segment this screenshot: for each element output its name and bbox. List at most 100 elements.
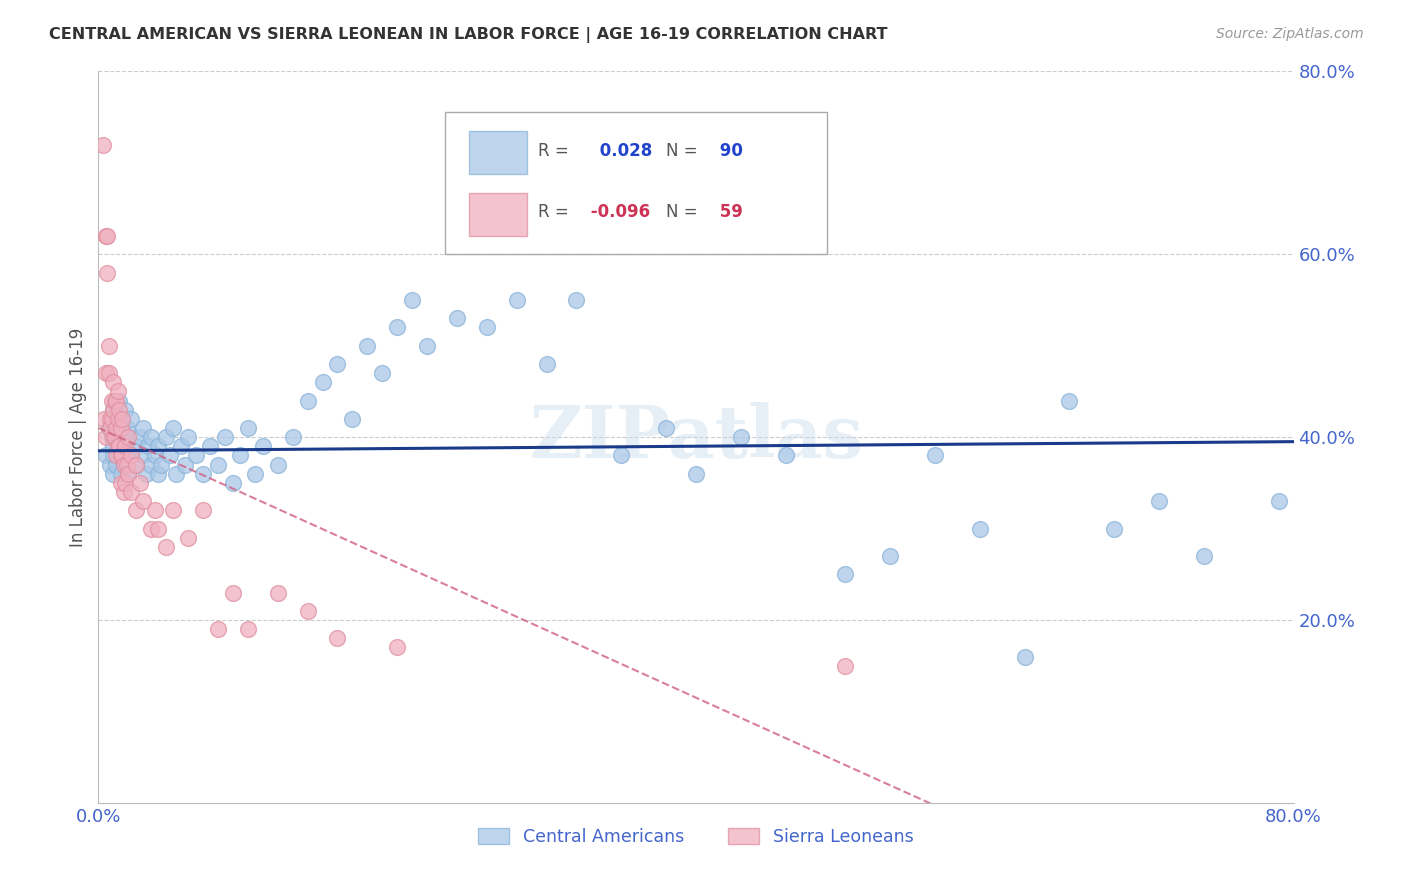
Point	[129, 475, 152, 490]
Point	[385, 320, 409, 334]
Point	[117, 467, 139, 481]
Point	[229, 448, 252, 462]
Point	[177, 531, 200, 545]
Text: ZIPatlas: ZIPatlas	[529, 401, 863, 473]
Point	[207, 458, 229, 472]
Point	[105, 448, 128, 462]
Point	[834, 658, 856, 673]
Point	[416, 338, 439, 352]
Point	[115, 458, 138, 472]
Point	[1104, 521, 1126, 535]
FancyBboxPatch shape	[470, 193, 527, 235]
Point	[94, 366, 117, 380]
Point	[110, 448, 132, 462]
Point	[108, 393, 131, 408]
Point	[267, 458, 290, 472]
Point	[475, 320, 498, 334]
Point	[125, 458, 148, 472]
Point	[207, 622, 229, 636]
Point	[101, 430, 124, 444]
Point	[105, 393, 128, 408]
Point	[93, 412, 115, 426]
Y-axis label: In Labor Force | Age 16-19: In Labor Force | Age 16-19	[69, 327, 87, 547]
Point	[143, 503, 166, 517]
Point	[103, 402, 125, 417]
Text: 0.028: 0.028	[595, 142, 652, 160]
Point	[108, 402, 131, 417]
FancyBboxPatch shape	[446, 112, 827, 254]
Point	[94, 448, 117, 462]
Point	[98, 458, 122, 472]
Point	[174, 458, 197, 472]
FancyBboxPatch shape	[470, 131, 527, 174]
Point	[105, 458, 128, 472]
Point	[103, 375, 125, 389]
Point	[924, 448, 946, 462]
Point	[1059, 393, 1081, 408]
Point	[143, 448, 166, 462]
Point	[117, 430, 139, 444]
Point	[236, 622, 259, 636]
Point	[655, 421, 678, 435]
Point	[685, 467, 707, 481]
Point	[169, 439, 191, 453]
Point	[97, 338, 120, 352]
Point	[834, 567, 856, 582]
Point	[159, 448, 181, 462]
Point	[114, 402, 136, 417]
Text: R =: R =	[538, 203, 569, 221]
Text: CENTRAL AMERICAN VS SIERRA LEONEAN IN LABOR FORCE | AGE 16-19 CORRELATION CHART: CENTRAL AMERICAN VS SIERRA LEONEAN IN LA…	[49, 27, 887, 43]
Point	[236, 421, 259, 435]
Point	[214, 430, 236, 444]
Point	[125, 503, 148, 517]
Point	[112, 485, 135, 500]
Point	[506, 293, 529, 307]
Point	[107, 384, 129, 399]
Point	[97, 366, 120, 380]
Point	[114, 439, 136, 453]
Point	[775, 448, 797, 462]
Point	[222, 585, 245, 599]
Point	[184, 448, 207, 462]
Legend: Central Americans, Sierra Leoneans: Central Americans, Sierra Leoneans	[471, 821, 921, 853]
Point	[91, 137, 114, 152]
Point	[112, 458, 135, 472]
Text: N =: N =	[666, 142, 697, 160]
Point	[120, 485, 142, 500]
Point	[103, 412, 125, 426]
Point	[103, 467, 125, 481]
Point	[115, 421, 138, 435]
Point	[103, 430, 125, 444]
Text: 59: 59	[714, 203, 742, 221]
Point	[111, 430, 134, 444]
Point	[191, 503, 214, 517]
Point	[155, 540, 177, 554]
Point	[103, 402, 125, 417]
Point	[98, 421, 122, 435]
Point	[1267, 494, 1289, 508]
Point	[385, 640, 409, 655]
Point	[111, 448, 134, 462]
Point	[120, 448, 142, 462]
Point	[110, 421, 132, 435]
Point	[103, 448, 125, 462]
Point	[969, 521, 991, 535]
Point	[110, 467, 132, 481]
Point	[342, 412, 364, 426]
Point	[401, 293, 423, 307]
Point	[117, 448, 139, 462]
Point	[111, 448, 134, 462]
Point	[104, 393, 127, 408]
Point	[107, 439, 129, 453]
Point	[162, 421, 184, 435]
Point	[104, 430, 127, 444]
Point	[148, 439, 170, 453]
Point	[371, 366, 394, 380]
Point	[132, 448, 155, 462]
Text: N =: N =	[666, 203, 697, 221]
Point	[297, 393, 319, 408]
Point	[136, 439, 159, 453]
Text: 90: 90	[714, 142, 742, 160]
Point	[139, 458, 162, 472]
Point	[108, 439, 131, 453]
